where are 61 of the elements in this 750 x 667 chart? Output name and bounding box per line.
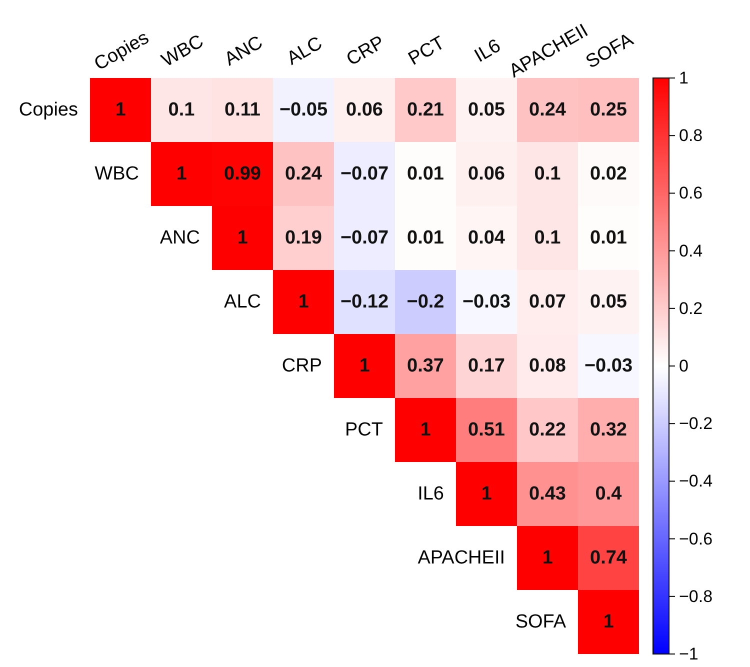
data-label: 0.17 <box>468 356 505 376</box>
color-bar-label: 0.8 <box>679 126 703 146</box>
data-label: 1 <box>237 228 248 248</box>
color-bar-label: 0.6 <box>679 184 703 203</box>
color-bar-label: −0.6 <box>679 529 713 548</box>
data-label: 0.51 <box>468 420 506 440</box>
x-tick-label: ALC <box>283 32 326 70</box>
data-label: −0.03 <box>462 292 511 312</box>
data-label: 0.37 <box>407 356 444 376</box>
color-bar-label: −0.2 <box>679 414 713 434</box>
x-tick-label: ANC <box>221 32 266 70</box>
color-bar-label: −0.4 <box>679 472 713 491</box>
data-label: 0.1 <box>168 100 196 120</box>
data-label: 1 <box>542 548 554 568</box>
x-tick-label: CRP <box>343 32 388 70</box>
data-label: 0.25 <box>590 100 628 120</box>
data-label: 1 <box>603 612 614 632</box>
data-label: 0.05 <box>590 292 628 312</box>
data-label: 0.1 <box>534 228 562 248</box>
data-label: 0.24 <box>285 164 322 184</box>
data-label: −0.05 <box>279 100 328 120</box>
data-label: 0.19 <box>285 228 322 248</box>
data-label: 0.06 <box>346 100 383 120</box>
data-label: 0.01 <box>407 228 444 248</box>
data-label: 0.43 <box>529 484 566 504</box>
data-label: 0.07 <box>529 292 566 312</box>
data-label: −0.07 <box>340 164 389 184</box>
data-label: 0.04 <box>468 228 506 248</box>
color-bar-label: 0.4 <box>679 241 703 260</box>
data-label: 0.22 <box>529 420 566 440</box>
color-bar-label: 1 <box>679 68 688 88</box>
data-label: 0.08 <box>529 356 566 376</box>
data-label: 0.11 <box>224 100 261 120</box>
data-label: 0.05 <box>468 100 506 120</box>
data-label: 1 <box>481 484 492 504</box>
data-label: 1 <box>420 420 432 440</box>
data-label: 0.4 <box>595 484 622 504</box>
data-label: 0.21 <box>407 100 444 120</box>
data-label: 1 <box>359 356 370 376</box>
data-label: 1 <box>115 100 126 120</box>
x-tick-label: WBC <box>158 31 208 72</box>
data-label: 1 <box>176 164 188 184</box>
data-label: 0.02 <box>590 164 627 184</box>
data-label: −0.12 <box>340 292 389 312</box>
color-bar-label: 0 <box>679 356 688 376</box>
data-label: −0.2 <box>406 292 444 312</box>
data-label: 1 <box>298 292 310 312</box>
data-label: 0.01 <box>407 164 444 184</box>
data-label: 0.32 <box>590 420 627 440</box>
x-tick-label: IL6 <box>471 36 504 67</box>
data-label: 0.24 <box>529 100 566 120</box>
data-label: 0.01 <box>590 228 628 248</box>
data-label: 0.06 <box>468 164 505 184</box>
data-label: −0.07 <box>340 228 389 248</box>
color-bar-label: −0.8 <box>679 586 713 606</box>
data-label: 0.1 <box>534 164 562 184</box>
data-label: −0.03 <box>584 356 633 376</box>
color-bar-label: −1 <box>679 644 698 664</box>
color-bar-label: 0.2 <box>679 298 703 318</box>
data-label: 0.74 <box>590 548 628 568</box>
data-label: 0.99 <box>224 164 261 184</box>
